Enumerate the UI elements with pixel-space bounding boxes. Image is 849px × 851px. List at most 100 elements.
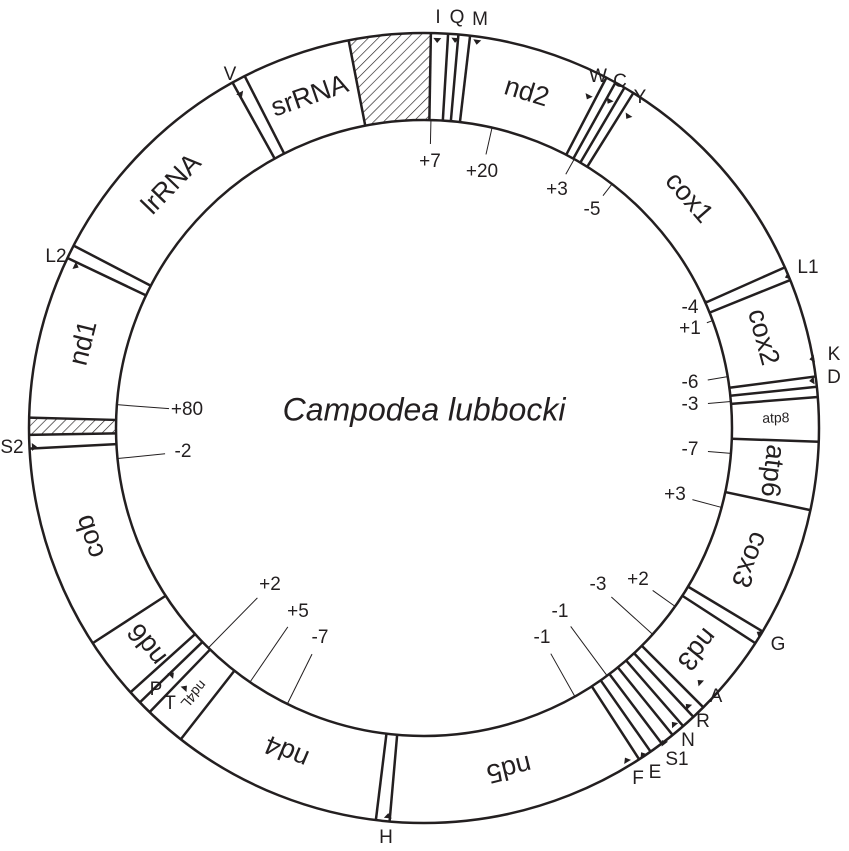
trna-label: F bbox=[632, 768, 644, 789]
trna-label: M bbox=[472, 9, 488, 30]
spacer-label: +7 bbox=[419, 151, 441, 172]
trna-marker bbox=[236, 90, 244, 97]
trna-marker bbox=[671, 721, 679, 729]
segment-boundary bbox=[633, 652, 695, 718]
leader-line bbox=[692, 499, 722, 508]
trna-label: C bbox=[613, 71, 627, 92]
trna-label: P bbox=[150, 679, 163, 700]
leader-line bbox=[116, 404, 170, 410]
segment-boundary bbox=[29, 442, 117, 450]
gene-label: srRNA bbox=[267, 68, 352, 122]
spacer-label: +3 bbox=[546, 179, 568, 200]
leader-line bbox=[707, 400, 731, 404]
spacer-label: -7 bbox=[682, 439, 699, 460]
trna-label: Y bbox=[634, 87, 647, 108]
gene-label: nd3 bbox=[672, 622, 724, 676]
trna-marker bbox=[809, 354, 816, 363]
leader-line bbox=[611, 596, 654, 635]
trna-marker bbox=[180, 685, 187, 692]
leader-line bbox=[286, 653, 313, 705]
spacer-label: +3 bbox=[664, 484, 686, 505]
leader-line bbox=[652, 590, 676, 607]
trna-marker bbox=[685, 703, 693, 711]
trna-marker bbox=[809, 376, 815, 385]
spacer-label: +2 bbox=[627, 569, 649, 590]
segment-boundary bbox=[129, 633, 196, 694]
trna-marker bbox=[383, 813, 392, 819]
segment-boundary bbox=[730, 395, 818, 406]
spacer-label: +2 bbox=[259, 574, 281, 595]
gene-label: nd5 bbox=[484, 749, 535, 789]
trna-marker bbox=[624, 757, 632, 765]
segment-boundary bbox=[729, 375, 816, 390]
spacer-label: +5 bbox=[287, 601, 309, 622]
segment-boundary bbox=[449, 34, 460, 122]
segment-boundary bbox=[681, 594, 756, 645]
trna-label: R bbox=[696, 711, 710, 732]
trna-marker bbox=[167, 672, 174, 679]
trna-marker bbox=[756, 631, 764, 638]
gene-label: atp6 bbox=[755, 443, 791, 499]
trna-label: L1 bbox=[797, 257, 818, 278]
trna-marker bbox=[606, 97, 614, 104]
trna-marker bbox=[433, 37, 442, 43]
trna-label: H bbox=[379, 827, 393, 848]
segment-boundary bbox=[92, 594, 167, 645]
segment-boundary bbox=[29, 432, 117, 437]
leader-line bbox=[707, 450, 731, 454]
segment-boundary bbox=[704, 266, 786, 304]
trna-label: L2 bbox=[45, 246, 66, 267]
trna-marker bbox=[72, 261, 79, 270]
trna-label: N bbox=[681, 730, 695, 751]
leader-line bbox=[602, 183, 613, 197]
segment-boundary bbox=[243, 75, 286, 155]
trna-marker bbox=[625, 112, 633, 119]
leader-line bbox=[706, 320, 713, 324]
trna-marker bbox=[661, 740, 669, 747]
segment-boundary bbox=[179, 669, 236, 741]
segment-boundary bbox=[608, 673, 663, 745]
trna-label: A bbox=[710, 686, 723, 707]
segment-boundary bbox=[66, 256, 147, 297]
spacer-label: -6 bbox=[682, 372, 699, 393]
gene-label: cob bbox=[68, 511, 110, 562]
spacer-label: +20 bbox=[466, 161, 498, 182]
leader-line bbox=[550, 653, 576, 697]
segment-boundary bbox=[428, 33, 433, 121]
leader-line bbox=[249, 626, 289, 683]
trna-marker bbox=[784, 272, 792, 280]
non-coding-regions bbox=[28, 32, 432, 436]
spacer-label: -2 bbox=[175, 441, 192, 462]
segment-boundary bbox=[725, 490, 811, 512]
trna-label: W bbox=[589, 66, 607, 87]
segment-boundary bbox=[347, 40, 367, 126]
trna-marker bbox=[31, 443, 37, 452]
trna-label: E bbox=[649, 762, 662, 783]
trna-label: G bbox=[771, 634, 786, 655]
trna-label: T bbox=[164, 693, 176, 714]
trna-label: I bbox=[435, 7, 440, 28]
leader-line bbox=[207, 597, 258, 649]
leader-line bbox=[707, 376, 728, 381]
trna-marker bbox=[473, 39, 482, 45]
segment-boundary bbox=[586, 92, 635, 168]
segment-boundary bbox=[572, 81, 617, 160]
trna-marker bbox=[451, 37, 460, 43]
trna-marker bbox=[585, 93, 593, 100]
hatched-region bbox=[348, 32, 432, 127]
trna-marker bbox=[697, 680, 705, 687]
segment-boundary bbox=[616, 666, 674, 736]
spacer-label: -5 bbox=[584, 199, 601, 220]
segment-boundary bbox=[599, 679, 652, 753]
segment-boundary bbox=[579, 87, 626, 164]
spacer-label: -1 bbox=[534, 627, 551, 648]
leader-line bbox=[117, 453, 166, 460]
trna-label: V bbox=[224, 64, 237, 85]
gene-label: cox1 bbox=[660, 166, 720, 229]
segment-boundary bbox=[388, 734, 399, 822]
segment-boundary bbox=[625, 659, 685, 727]
leader-line bbox=[485, 127, 493, 155]
segment-boundary bbox=[730, 385, 817, 398]
segment-boundary bbox=[709, 278, 791, 314]
